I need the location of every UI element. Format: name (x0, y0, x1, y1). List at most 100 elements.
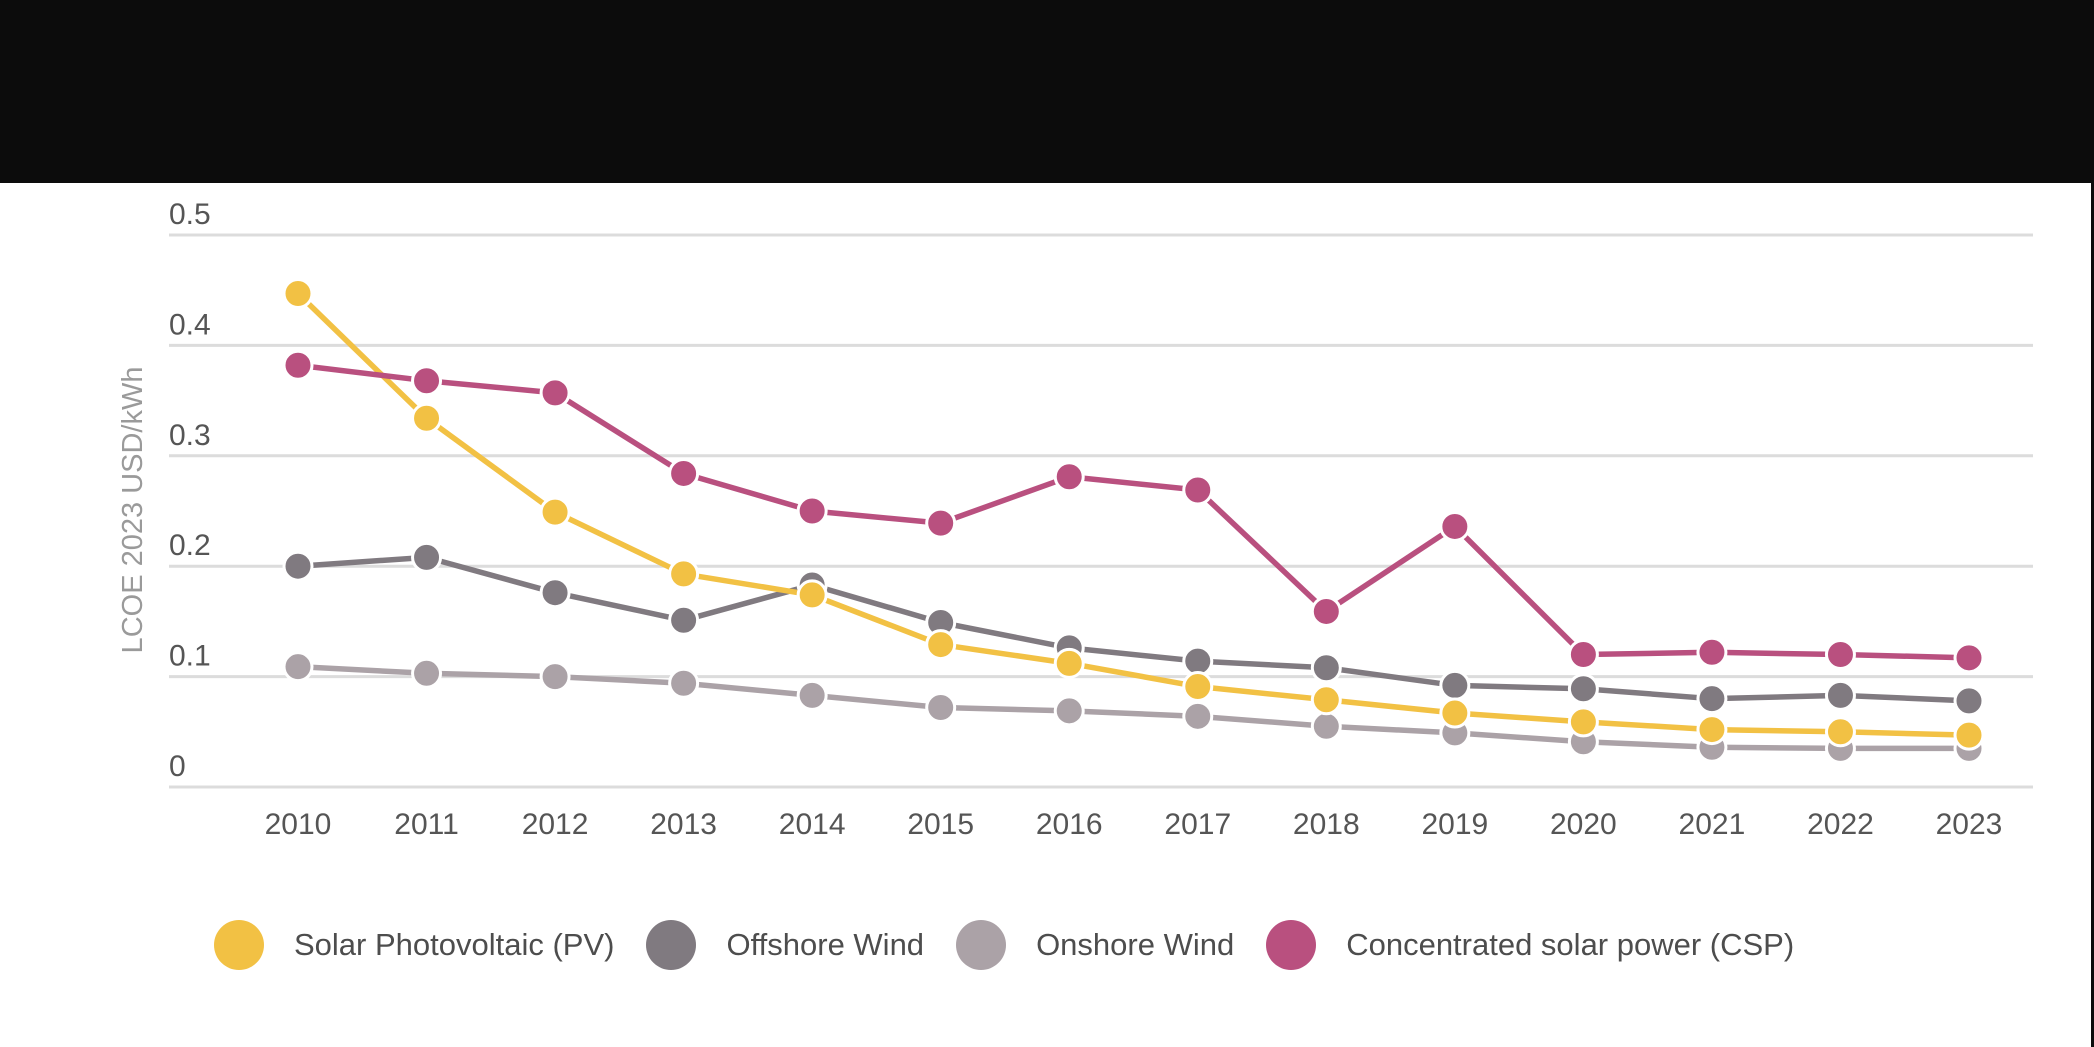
series-line-segment (811, 582, 942, 626)
series-line-segment (1454, 710, 1584, 725)
data-point[interactable] (539, 377, 571, 409)
data-point[interactable] (1182, 474, 1214, 506)
data-point[interactable] (1824, 716, 1856, 748)
series-line-segment (426, 670, 556, 680)
data-point[interactable] (539, 577, 571, 609)
data-point[interactable] (1182, 671, 1214, 703)
data-point[interactable] (1696, 683, 1728, 715)
x-axis-ticks: 2010 2011 2012 2013 2014 2015 2016 2017 2018 2019… (265, 808, 2003, 841)
x-tick-label: 2013 (650, 808, 717, 841)
data-point[interactable] (796, 679, 828, 711)
data-point[interactable] (1310, 595, 1342, 627)
series-line-segment (1197, 658, 1327, 671)
series-line-segment (1195, 488, 1329, 614)
legend-item-csp[interactable]: Concentrated solar power (CSP) (1266, 920, 1794, 970)
series-line-segment (426, 377, 556, 396)
legend-label: Offshore Wind (726, 927, 925, 962)
x-tick-label: 2017 (1164, 808, 1231, 841)
y-axis-label: LCOE 2023 USD/kWh (117, 367, 149, 654)
x-tick-label: 2021 (1679, 808, 1746, 841)
data-point[interactable] (1053, 695, 1085, 727)
series-line-segment (1069, 708, 1198, 720)
legend-label: Concentrated solar power (CSP) (1346, 927, 1795, 962)
series-line-segment (554, 673, 684, 686)
series-line-segment (811, 592, 942, 648)
series-line-segment (297, 362, 427, 384)
series-line-segment (1840, 692, 1970, 704)
y-tick-label: 0.3 (169, 419, 211, 452)
data-point[interactable] (1439, 697, 1471, 729)
data-point[interactable] (1567, 706, 1599, 738)
right-black-edge (2091, 0, 2094, 1047)
data-point[interactable] (282, 651, 314, 683)
gridlines (169, 233, 2033, 789)
data-point[interactable] (282, 349, 314, 381)
data-point[interactable] (1824, 679, 1856, 711)
series-line-segment (1583, 738, 1713, 751)
series-line-segment (554, 590, 685, 623)
data-point[interactable] (925, 629, 957, 661)
data-point[interactable] (282, 550, 314, 582)
data-point[interactable] (1696, 714, 1728, 746)
data-point[interactable] (1953, 685, 1985, 717)
data-point[interactable] (668, 457, 700, 489)
series-line-segment (1583, 649, 1712, 658)
x-tick-label: 2011 (394, 808, 459, 841)
data-point[interactable] (282, 278, 314, 310)
series-line-segment (940, 641, 1070, 667)
data-point[interactable] (539, 661, 571, 693)
series-line-segment (1711, 692, 1841, 702)
x-tick-label: 2016 (1036, 808, 1103, 841)
data-point[interactable] (925, 692, 957, 724)
data-point[interactable] (411, 657, 443, 689)
data-point[interactable] (1310, 684, 1342, 716)
series-line-segment (553, 509, 685, 577)
x-tick-label: 2012 (522, 808, 589, 841)
data-point[interactable] (539, 496, 571, 528)
data-point[interactable] (1439, 510, 1471, 542)
data-point[interactable] (668, 667, 700, 699)
data-point[interactable] (925, 507, 957, 539)
series-line-segment (940, 704, 1070, 714)
data-point[interactable] (796, 495, 828, 527)
series-line-segment (424, 416, 557, 515)
series-onshore-wind (282, 651, 1985, 764)
data-point[interactable] (1439, 669, 1471, 701)
data-point[interactable] (1310, 710, 1342, 742)
legend-label: Solar Photovoltaic (PV) (294, 927, 615, 962)
x-tick-label: 2019 (1421, 808, 1488, 841)
data-point[interactable] (796, 579, 828, 611)
series-line-segment (682, 470, 813, 514)
data-point[interactable] (411, 365, 443, 397)
series-line-segment (1454, 730, 1584, 745)
series-line-segment (1326, 697, 1456, 716)
data-point[interactable] (1310, 652, 1342, 684)
data-point[interactable] (1567, 673, 1599, 705)
data-point[interactable] (1053, 647, 1085, 679)
legend-item-onshore-wind[interactable]: Onshore Wind (956, 920, 1234, 970)
series-line-segment (297, 663, 427, 677)
legend-item-offshore-wind[interactable]: Offshore Wind (646, 920, 924, 970)
series-line-segment (683, 571, 813, 598)
data-point[interactable] (1053, 461, 1085, 493)
data-point[interactable] (1953, 719, 1985, 751)
y-tick-label: 0.1 (169, 640, 211, 673)
data-point[interactable] (411, 402, 443, 434)
data-point[interactable] (1953, 642, 1985, 674)
data-point[interactable] (1567, 639, 1599, 671)
data-point[interactable] (668, 604, 700, 636)
data-point[interactable] (411, 541, 443, 573)
data-point[interactable] (1696, 636, 1728, 668)
data-point[interactable] (1824, 639, 1856, 671)
series-line-segment (1326, 723, 1455, 736)
data-point[interactable] (1182, 700, 1214, 732)
data-point[interactable] (668, 558, 700, 590)
series-line-segment (1454, 682, 1584, 692)
data-point[interactable] (1182, 645, 1214, 677)
legend-swatch-circle-icon (1266, 920, 1317, 970)
top-black-bar (0, 0, 2094, 183)
y-axis-ticks: 0 0.1 0.2 0.3 0.4 0.5 (169, 198, 211, 783)
series-line-segment (683, 680, 813, 699)
legend-item-solar-pv[interactable]: Solar Photovoltaic (PV) (214, 920, 614, 970)
